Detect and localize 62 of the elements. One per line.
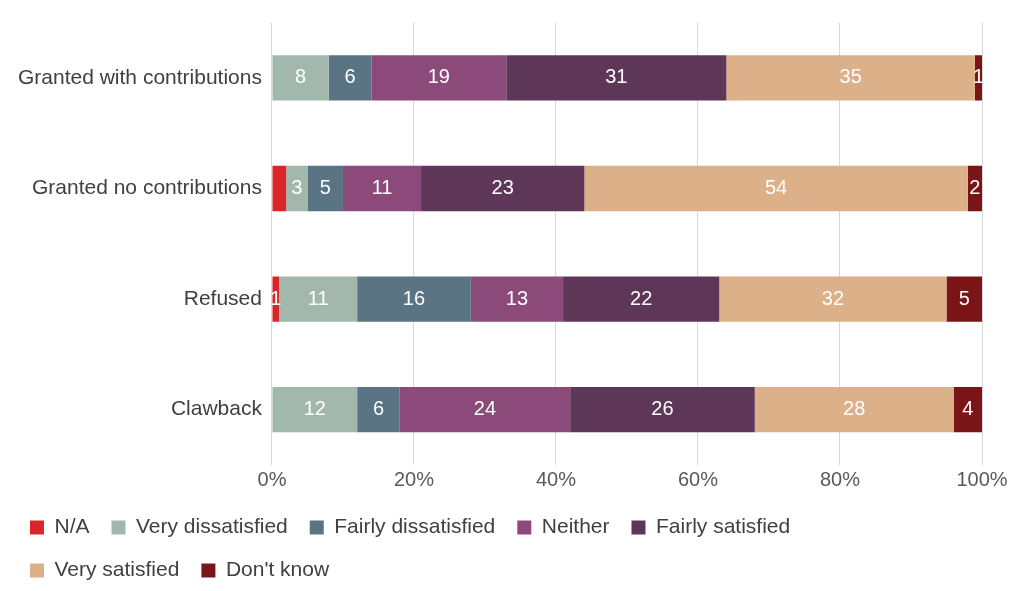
data-label: 16: [402, 286, 426, 309]
bar: [584, 165, 968, 212]
bar: [342, 165, 422, 212]
bar: [470, 276, 564, 322]
bar: [307, 165, 343, 212]
data-label: 5: [958, 286, 970, 309]
bar: [563, 276, 720, 322]
bar: [357, 387, 400, 433]
bar: [946, 276, 982, 322]
x-tick-label: 40%: [535, 467, 577, 490]
data-label: 19: [427, 65, 450, 88]
data-label: 5: [319, 176, 331, 199]
bar: [953, 387, 982, 433]
bar: [570, 387, 755, 433]
x-tick-label: 0%: [257, 467, 287, 490]
data-label: 11: [371, 176, 393, 199]
bar: [371, 55, 507, 101]
data-label: 13: [505, 286, 529, 309]
legend-label: Fairly satisfied: [655, 514, 791, 538]
legend-label: Very satisfied: [54, 557, 180, 581]
data-label: 3: [291, 176, 303, 199]
legend-label: N/A: [54, 514, 90, 538]
data-label: 2: [969, 176, 981, 199]
bar: [726, 55, 975, 101]
y-tick-label: Granted with contributions: [17, 64, 262, 88]
bar: [272, 387, 358, 433]
data-label: 8: [295, 65, 307, 88]
data-label: 4: [962, 397, 974, 420]
bar: [272, 165, 287, 212]
data-label: 23: [491, 176, 514, 199]
data-label: 35: [839, 65, 862, 88]
y-tick-label: Refused: [183, 285, 262, 309]
bar: [328, 55, 372, 101]
y-tick-label: Granted no contributions: [31, 175, 262, 199]
data-label: 6: [344, 65, 356, 88]
bar: [399, 387, 571, 433]
x-tick-label: 80%: [819, 467, 861, 490]
x-tick-label: 100%: [956, 467, 1008, 490]
legend-label: Don't know: [225, 557, 330, 581]
bar: [754, 387, 954, 433]
data-label: 28: [843, 397, 866, 420]
data-label: 22: [630, 286, 653, 309]
data-label: 11: [307, 286, 329, 309]
data-label: 31: [605, 65, 628, 88]
data-label: 54: [764, 176, 788, 199]
bar: [506, 55, 727, 101]
x-tick-label: 20%: [393, 467, 435, 490]
data-label: 26: [651, 397, 674, 420]
x-tick-label: 60%: [677, 467, 719, 490]
bar: [279, 276, 358, 322]
data-label: 32: [821, 286, 845, 309]
y-tick-label: Clawback: [170, 396, 263, 420]
bar: [421, 165, 585, 212]
legend-label: Very dissatisfied: [136, 514, 288, 538]
legend-label: Fairly dissatisfied: [334, 514, 496, 538]
data-label: 6: [372, 397, 385, 420]
bar: [357, 276, 471, 322]
bar: [272, 55, 329, 101]
data-label: 24: [473, 397, 497, 420]
data-label: 12: [303, 397, 326, 420]
legend-label: Neither: [541, 514, 610, 538]
bar: [719, 276, 947, 322]
